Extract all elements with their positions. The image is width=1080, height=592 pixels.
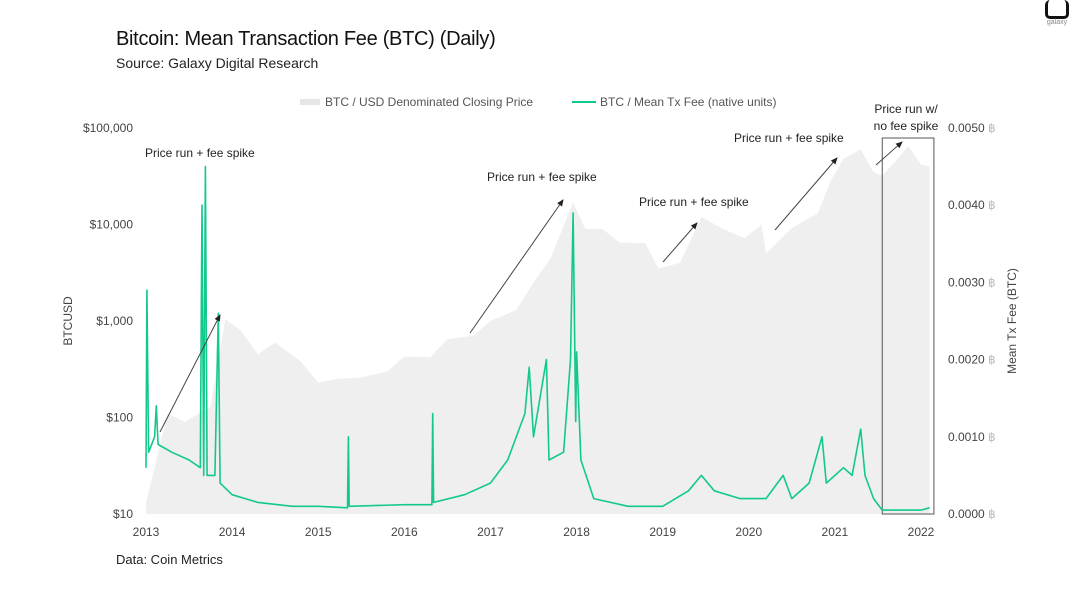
annotation-text: Price run + fee spike <box>734 131 844 145</box>
bitcoin-unit-symbol: ฿ <box>988 430 996 444</box>
annotation-text: Price run + fee spike <box>145 146 255 160</box>
annotation-text: Price run + fee spike <box>487 170 597 184</box>
annotation-arrow <box>662 222 698 263</box>
x-tick-label: 2020 <box>735 525 762 539</box>
left-axis-label: BTCUSD <box>61 296 75 346</box>
x-tick-label: 2013 <box>133 525 160 539</box>
left-tick-label: $100 <box>106 411 133 425</box>
annotation-text-line1: Price run w/ <box>874 102 938 116</box>
bitcoin-unit-symbol: ฿ <box>988 507 996 521</box>
legend-label-fee: BTC / Mean Tx Fee (native units) <box>600 95 777 109</box>
right-tick-label: 0.0020 ฿ <box>948 353 996 367</box>
fee-line <box>145 165 930 511</box>
bitcoin-unit-symbol: ฿ <box>988 198 996 212</box>
right-tick-label: 0.0000 ฿ <box>948 507 996 521</box>
x-tick-label: 2021 <box>822 525 849 539</box>
left-tick-label: $100,000 <box>83 121 133 135</box>
x-tick-label: 2017 <box>477 525 504 539</box>
right-tick-label: 0.0010 ฿ <box>948 430 996 444</box>
annotation-arrow <box>469 199 564 334</box>
x-tick-label: 2022 <box>908 525 935 539</box>
x-tick-label: 2015 <box>305 525 332 539</box>
chart-title: Bitcoin: Mean Transaction Fee (BTC) (Dai… <box>116 28 496 50</box>
galaxy-logo: galaxy <box>1040 0 1074 26</box>
bitcoin-unit-symbol: ฿ <box>988 353 996 367</box>
right-tick-label: 0.0030 ฿ <box>948 275 996 289</box>
legend-label-price: BTC / USD Denominated Closing Price <box>325 95 533 109</box>
no-fee-spike-highlight-box <box>881 137 935 515</box>
logo-text: galaxy <box>1046 19 1068 26</box>
data-source: Data: Coin Metrics <box>116 552 223 567</box>
x-tick-label: 2016 <box>391 525 418 539</box>
annotation-text-line2: no fee spike <box>874 119 939 133</box>
right-axis-label: Mean Tx Fee (BTC) <box>1005 268 1019 374</box>
annotation-arrow <box>875 141 903 166</box>
bitcoin-unit-symbol: ฿ <box>988 121 996 135</box>
annotation-arrow <box>774 157 838 231</box>
x-tick-label: 2018 <box>563 525 590 539</box>
galaxy-logo-icon <box>1045 0 1069 19</box>
x-tick-label: 2019 <box>649 525 676 539</box>
right-tick-label: 0.0040 ฿ <box>948 198 996 212</box>
x-tick-label: 2014 <box>219 525 246 539</box>
left-tick-label: $1,000 <box>96 314 133 328</box>
legend-swatch-price <box>300 99 320 105</box>
annotation-text: Price run + fee spike <box>639 195 749 209</box>
chart-subtitle: Source: Galaxy Digital Research <box>116 55 319 71</box>
bitcoin-unit-symbol: ฿ <box>988 275 996 289</box>
annotation-arrow <box>159 314 221 433</box>
price-area <box>146 146 930 514</box>
right-tick-label: 0.0050 ฿ <box>948 121 996 135</box>
left-tick-label: $10 <box>113 507 133 521</box>
left-tick-label: $10,000 <box>90 218 134 232</box>
